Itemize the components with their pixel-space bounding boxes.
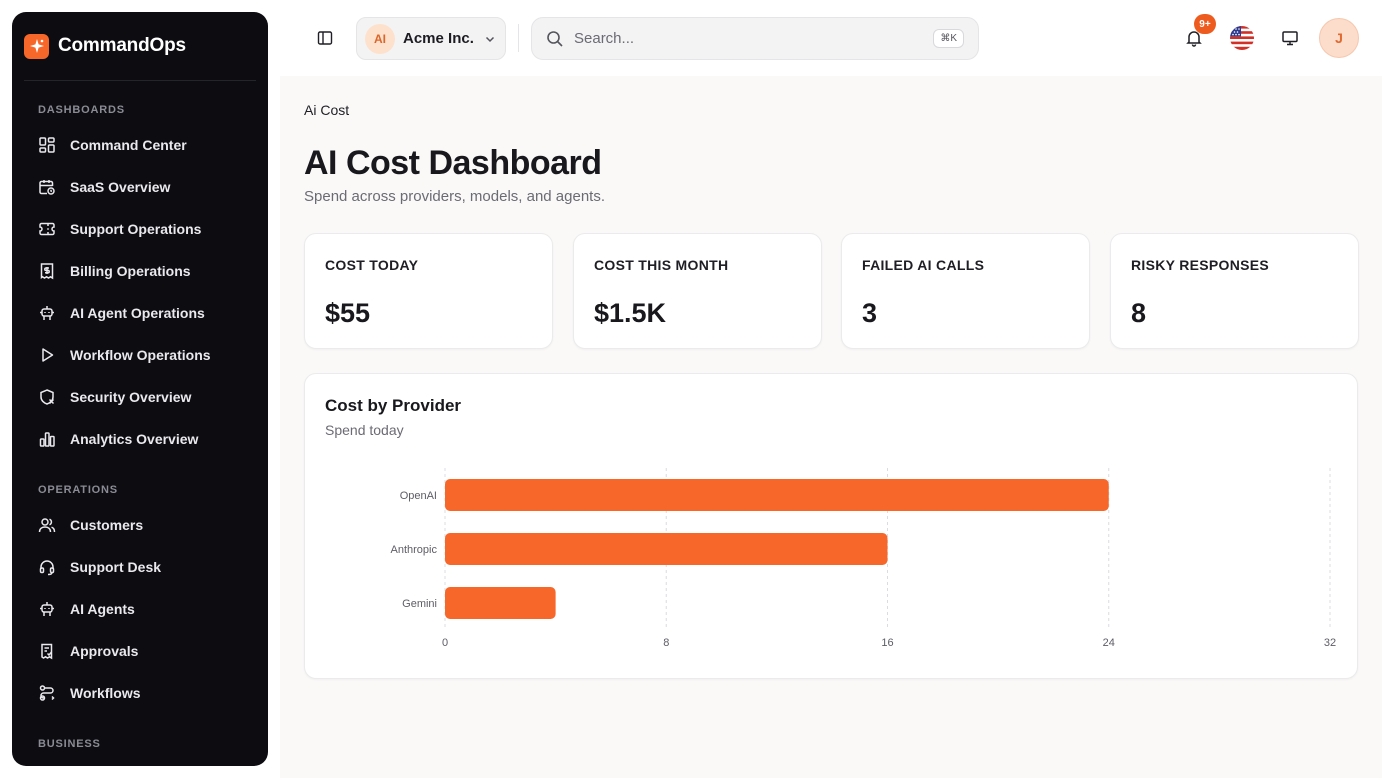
chart-title: Cost by Provider xyxy=(325,396,462,415)
sidebar-item-saas-overview[interactable]: SaaS Overview xyxy=(38,175,170,199)
sidebar-item-ai-agents[interactable]: AI Agents xyxy=(38,597,135,621)
stat-card-cost-today: COST TODAY $55 xyxy=(304,233,553,349)
stat-card-cost-this-month: COST THIS MONTH $1.5K xyxy=(573,233,822,349)
sidebar-section-operations: OPERATIONS xyxy=(38,484,118,496)
sidebar-item-customers[interactable]: Customers xyxy=(38,513,143,537)
calendar-clock-icon xyxy=(39,180,55,195)
sidebar-item-approvals[interactable]: Approvals xyxy=(38,639,138,663)
bar-gemini xyxy=(445,587,556,619)
sidebar-section-business: BUSINESS xyxy=(38,738,101,750)
sidebar-toggle-button[interactable] xyxy=(314,27,336,49)
sidebar-section-dashboards: DASHBOARDS xyxy=(38,104,125,116)
sidebar-item-ai-agent-operations[interactable]: AI Agent Operations xyxy=(38,301,205,325)
sidebar-item-label: Security Overview xyxy=(70,389,192,405)
sidebar-item-label: AI Agents xyxy=(70,601,135,617)
sidebar-item-workflows[interactable]: Workflows xyxy=(38,681,141,705)
headset-icon xyxy=(39,560,55,576)
topbar: AI Acme Inc. ⌘K 9+ J xyxy=(268,0,1382,76)
search-icon xyxy=(547,30,563,47)
cost-by-provider-chart: 0 8 16 24 32 OpenAI Anthropic Gemini xyxy=(391,468,1336,649)
notifications-button[interactable] xyxy=(1182,26,1206,50)
y-category-label: OpenAI xyxy=(400,490,437,502)
stat-value: $1.5K xyxy=(594,298,667,328)
receipt-icon xyxy=(40,263,54,280)
play-icon xyxy=(42,348,54,362)
sidebar-item-label: Approvals xyxy=(70,643,139,659)
brand-divider xyxy=(24,80,256,81)
x-tick-label: 16 xyxy=(881,637,893,649)
stat-card-risky-responses: RISKY RESPONSES 8 xyxy=(1110,233,1359,349)
x-tick-label: 24 xyxy=(1103,637,1115,649)
sidebar-item-label: Support Operations xyxy=(70,221,202,237)
org-switcher[interactable]: AI Acme Inc. xyxy=(356,17,506,60)
monitor-icon xyxy=(1282,31,1298,46)
stat-value: $55 xyxy=(325,298,371,328)
y-category-label: Gemini xyxy=(402,598,437,610)
sidebar-item-analytics-overview[interactable]: Analytics Overview xyxy=(38,427,198,451)
display-button[interactable] xyxy=(1278,26,1302,50)
sidebar-item-command-center[interactable]: Command Center xyxy=(38,133,187,157)
ticket-icon xyxy=(39,222,55,236)
users-icon xyxy=(38,518,56,533)
y-category-label: Anthropic xyxy=(391,544,438,556)
bar-openai xyxy=(445,479,1109,511)
x-tick-label: 0 xyxy=(442,637,448,649)
sidebar-item-label: Support Desk xyxy=(70,559,162,575)
user-avatar[interactable]: J xyxy=(1319,18,1359,58)
chart-subtitle: Spend today xyxy=(325,422,404,438)
sparkle-logo-icon xyxy=(24,33,49,59)
sidebar-item-support-operations[interactable]: Support Operations xyxy=(38,217,201,241)
dashboard-icon xyxy=(39,137,55,153)
bar-chart-icon xyxy=(39,432,55,447)
search-bar[interactable]: ⌘K xyxy=(531,17,979,60)
sidebar-item-label: SaaS Overview xyxy=(70,179,171,195)
search-shortcut: ⌘K xyxy=(933,29,964,48)
stat-label: COST TODAY xyxy=(325,257,419,273)
bell-icon xyxy=(1186,31,1202,47)
sidebar: CommandOps DASHBOARDS Command Center Saa… xyxy=(12,12,268,766)
x-tick-label: 32 xyxy=(1324,637,1336,649)
chevron-down-icon xyxy=(485,36,494,42)
sidebar-item-label: Customers xyxy=(70,517,144,533)
topbar-divider xyxy=(518,24,519,52)
org-badge: AI xyxy=(365,23,395,54)
sidebar-item-label: Command Center xyxy=(70,137,187,153)
stat-label: COST THIS MONTH xyxy=(594,257,729,273)
bar-anthropic xyxy=(445,533,888,565)
stat-value: 8 xyxy=(1131,298,1147,328)
sidebar-item-label: Workflow Operations xyxy=(70,347,211,363)
bot-icon xyxy=(40,602,54,616)
brand[interactable]: CommandOps xyxy=(24,33,186,59)
sidebar-item-label: Workflows xyxy=(70,685,141,701)
stat-label: FAILED AI CALLS xyxy=(862,257,985,273)
sidebar-item-workflow-operations[interactable]: Workflow Operations xyxy=(38,343,211,367)
workflow-icon xyxy=(39,685,55,701)
language-button[interactable] xyxy=(1230,26,1254,50)
sidebar-item-label: Billing Operations xyxy=(70,263,191,279)
sidebar-item-security-overview[interactable]: Security Overview xyxy=(38,385,191,409)
shield-x-icon xyxy=(40,389,55,405)
sidebar-item-label: AI Agent Operations xyxy=(70,305,205,321)
stat-label: RISKY RESPONSES xyxy=(1131,257,1270,273)
breadcrumb[interactable]: Ai Cost xyxy=(304,102,350,118)
bot-icon xyxy=(40,306,54,320)
stat-value: 3 xyxy=(862,298,878,328)
sidebar-item-billing-operations[interactable]: Billing Operations xyxy=(38,259,191,283)
us-flag-icon xyxy=(1230,26,1254,50)
search-input[interactable] xyxy=(574,30,914,47)
main-content: Ai Cost AI Cost Dashboard Spend across p… xyxy=(280,76,1382,778)
brand-name: CommandOps xyxy=(58,35,186,56)
org-name: Acme Inc. xyxy=(403,30,474,47)
notification-badge: 9+ xyxy=(1194,14,1216,34)
stat-card-failed-ai-calls: FAILED AI CALLS 3 xyxy=(841,233,1090,349)
clipboard-check-icon xyxy=(41,643,53,660)
panel-left-icon xyxy=(317,31,333,45)
cost-by-provider-card: Cost by Provider Spend today 0 8 16 24 32 Ope… xyxy=(304,373,1358,679)
x-tick-label: 8 xyxy=(663,637,669,649)
sidebar-item-label: Analytics Overview xyxy=(70,431,199,447)
sidebar-item-support-desk[interactable]: Support Desk xyxy=(38,555,161,579)
page-subtitle: Spend across providers, models, and agen… xyxy=(304,188,606,205)
page-title: AI Cost Dashboard xyxy=(304,144,602,182)
